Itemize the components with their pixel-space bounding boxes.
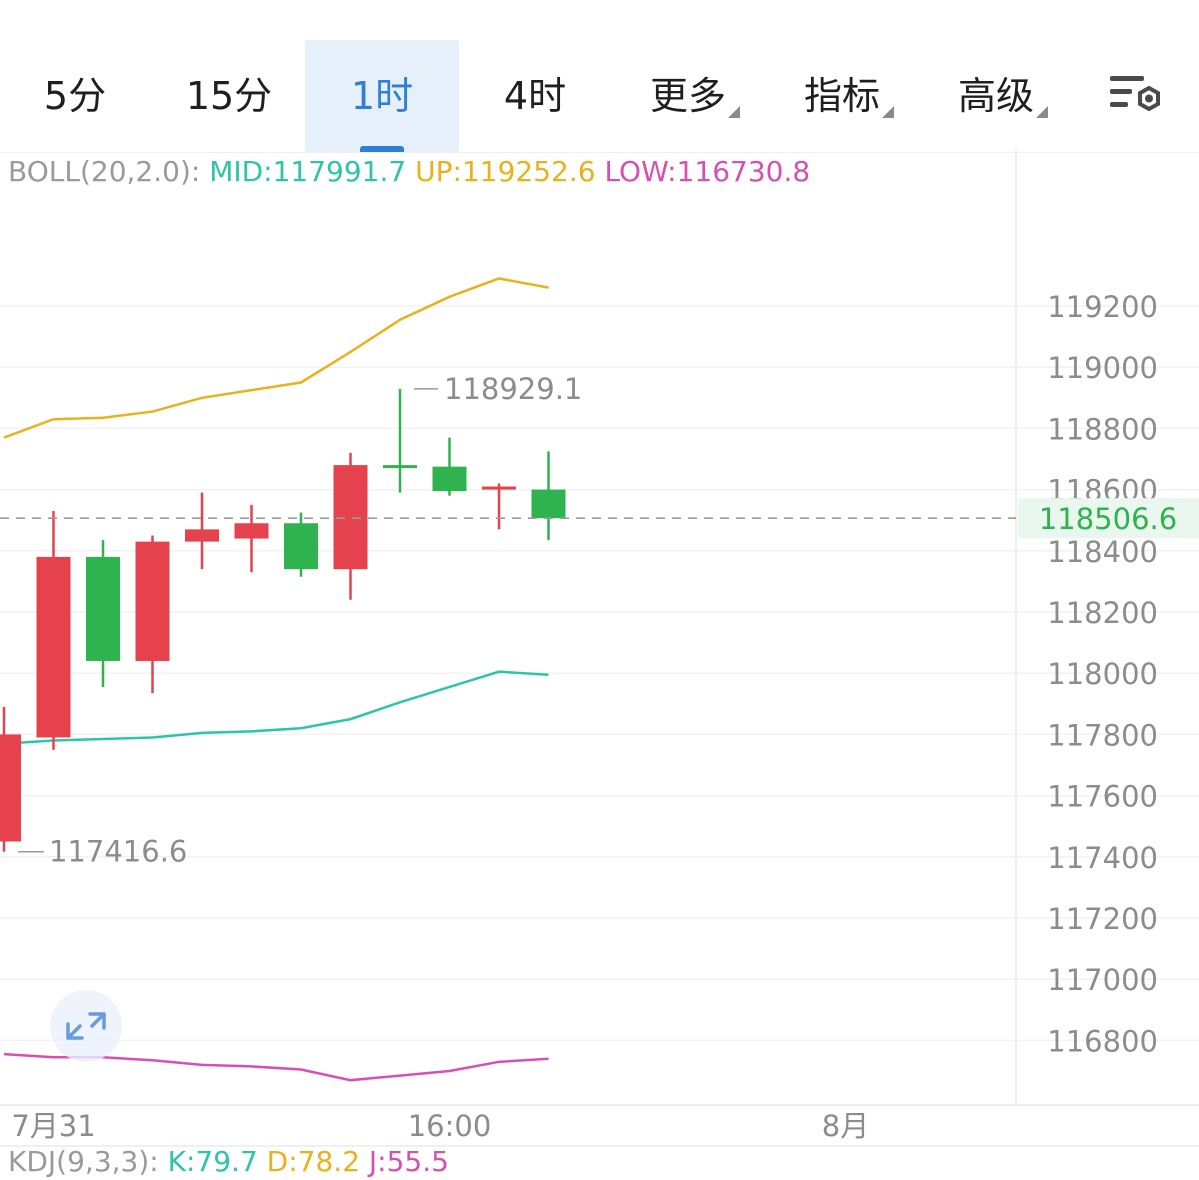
price-tick-label: 117200 [1047, 902, 1158, 936]
candle-body[interactable] [36, 556, 71, 738]
boll-legend-low: LOW:116730.8 [604, 155, 811, 188]
dropdown-caret-icon [1036, 106, 1048, 118]
high-marker-label: 118929.1 [444, 372, 582, 406]
price-tick-label: 117400 [1047, 841, 1158, 875]
candle-body[interactable] [333, 465, 368, 570]
status-strip [0, 0, 1199, 40]
price-tick-label: 118200 [1047, 596, 1158, 630]
candle-body[interactable] [86, 556, 120, 661]
tab-indicators[interactable]: 指标 [765, 40, 919, 152]
candle-body[interactable] [185, 529, 219, 542]
boll-legend-name: BOLL(20,2.0): [8, 155, 201, 188]
price-tick-label: 119200 [1047, 290, 1158, 324]
tab-advanced-label: 高级 [957, 74, 1034, 118]
candle-body[interactable] [432, 466, 467, 492]
active-tab-indicator [360, 146, 404, 152]
boll-mid-line [3, 670, 549, 745]
time-tick-label: 16:00 [408, 1109, 492, 1143]
chart-settings-icon[interactable] [1106, 72, 1166, 122]
boll-legend-mid: MID:117991.7 [209, 155, 407, 188]
time-tick-label: 8月 [822, 1109, 869, 1143]
tab-15min[interactable]: 15分 [153, 40, 305, 152]
boll-legend-up: UP:119252.6 [415, 155, 596, 188]
candle-body[interactable] [135, 541, 170, 661]
kdj-legend: KDJ(9,3,3): K:79.7 D:78.2 J:55.5 [8, 1144, 449, 1180]
expand-icon [66, 1012, 106, 1040]
price-tick-label: 117800 [1047, 718, 1158, 752]
tab-4hour[interactable]: 4时 [459, 40, 611, 152]
low-marker-label: 117416.6 [49, 835, 187, 869]
tab-15min-label: 15分 [185, 74, 273, 118]
candle-body[interactable] [234, 523, 269, 539]
price-tick-label: 119000 [1047, 351, 1158, 385]
expand-chart-button[interactable] [50, 990, 122, 1062]
tab-more-label: 更多 [649, 74, 726, 118]
dropdown-caret-icon [728, 106, 740, 118]
price-tick-label: 117600 [1047, 780, 1158, 814]
price-tick-label: 118000 [1047, 657, 1158, 691]
price-tick-label: 118800 [1047, 412, 1158, 446]
candle-body[interactable] [0, 734, 21, 842]
current-price-label: 118506.6 [1039, 502, 1177, 536]
candle-body[interactable] [383, 465, 417, 469]
boll-upper-line [3, 277, 549, 439]
tab-1hour-label: 1时 [350, 74, 414, 118]
timeframe-tabbar: 5分 15分 1时 4时 更多 指标 高级 [0, 40, 1199, 153]
candle-body[interactable] [482, 486, 516, 490]
time-tick-label: 7月31 [11, 1109, 95, 1143]
tab-1hour[interactable]: 1时 [305, 40, 459, 152]
tab-advanced[interactable]: 高级 [919, 40, 1073, 152]
tab-more[interactable]: 更多 [611, 40, 765, 152]
tab-4hour-label: 4时 [503, 74, 567, 118]
candle-body[interactable] [284, 523, 318, 570]
tab-5min[interactable]: 5分 [0, 40, 150, 152]
current-price-badge [1018, 498, 1199, 539]
price-tick-label: 117000 [1047, 963, 1158, 997]
tab-indicators-label: 指标 [803, 74, 880, 118]
candlestick-chart[interactable]: 1192001190001188001186001184001182001180… [0, 150, 1199, 1162]
price-tick-label: 118400 [1047, 535, 1158, 569]
tab-5min-label: 5分 [43, 74, 107, 118]
candle-body[interactable] [531, 489, 566, 519]
dropdown-caret-icon [882, 106, 894, 118]
boll-legend: BOLL(20,2.0): MID:117991.7 UP:119252.6 L… [8, 154, 810, 190]
price-tick-label: 116800 [1047, 1024, 1158, 1058]
